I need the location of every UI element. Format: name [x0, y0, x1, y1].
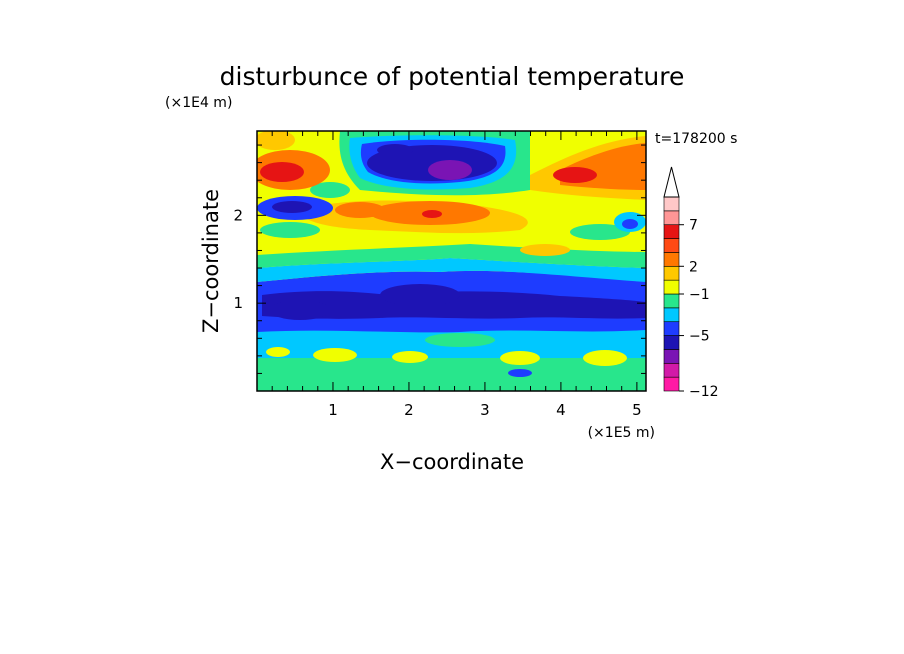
y-axis: 12: [233, 144, 646, 374]
heatmap-field: [257, 131, 646, 391]
blob-low-yellow-5: [266, 347, 290, 357]
x-axis: 1 2 3 4 5: [271, 131, 642, 419]
colorbar: −12−5−127: [663, 166, 719, 400]
blob-top-navy-2: [377, 144, 413, 156]
x-tick-label: 5: [632, 401, 642, 419]
colorbar-segment: [663, 335, 680, 350]
band-bottom-green: [257, 355, 646, 391]
blob-navy-2: [270, 300, 330, 320]
colorbar-segment: [663, 293, 680, 309]
blob-low-yellow-2: [392, 351, 428, 363]
colorbar-segment: [663, 376, 680, 392]
colorbar-segment: [663, 321, 680, 336]
y-scale-label: (×1E4 m): [165, 95, 232, 111]
blob-low-yellow-1: [313, 348, 357, 362]
blob-low-blue-1: [508, 369, 532, 377]
colorbar-tick-label: −1: [689, 287, 710, 303]
y-tick-label: 2: [233, 206, 243, 224]
colorbar-segment: [663, 307, 680, 323]
colorbar-segment: [663, 252, 680, 267]
y-axis-label: Z−coordinate: [199, 189, 223, 333]
colorbar-segment: [663, 265, 680, 281]
y-tick-label: 1: [233, 294, 243, 312]
blob-low-yellow-3: [500, 351, 540, 365]
colorbar-segment: [663, 210, 680, 226]
blob-left-top-orange: [257, 131, 295, 150]
colorbar-segment: [663, 362, 680, 378]
colorbar-segment: [663, 224, 680, 239]
plot-frame: [256, 130, 647, 392]
chart-title: disturbunce of potential temperature: [220, 62, 685, 91]
x-tick-label: 1: [328, 401, 338, 419]
blob-right-blue: [622, 219, 638, 229]
blob-left-navy: [272, 201, 312, 213]
colorbar-segment: [663, 349, 680, 364]
colorbar-tick-label: 2: [689, 259, 698, 275]
x-tick-label: 4: [556, 401, 566, 419]
blob-mid-orange-2: [335, 202, 385, 218]
blob-right-red: [553, 167, 597, 183]
blob-mid-red-1: [422, 210, 442, 218]
time-label: t=178200 s: [655, 131, 737, 147]
blob-low-green-1: [425, 333, 495, 347]
colorbar-segment: [663, 196, 680, 212]
colorbar-tick-label: −12: [689, 384, 719, 400]
blob-low-yellow-4: [583, 350, 627, 366]
blob-right-lower-orange: [520, 244, 570, 256]
blob-left-red: [260, 162, 304, 182]
x-tick-label: 2: [404, 401, 414, 419]
colorbar-tick-label: 7: [689, 218, 698, 234]
x-axis-label: X−coordinate: [380, 450, 524, 474]
colorbar-segment: [663, 238, 680, 253]
blob-mid-green-2: [570, 224, 630, 240]
blob-navy-1: [380, 284, 460, 306]
blob-mid-green-1: [260, 222, 320, 238]
colorbar-segment: [663, 279, 680, 295]
band-upper-cyan: [257, 258, 646, 282]
band-navy: [262, 291, 646, 319]
colorbar-extend-arrow: [663, 166, 680, 198]
colorbar-tick-label: −5: [689, 329, 710, 345]
blob-left-green: [310, 182, 350, 198]
x-scale-label: (×1E5 m): [588, 425, 655, 441]
blob-top-purple: [428, 160, 472, 180]
x-tick-label: 3: [480, 401, 490, 419]
